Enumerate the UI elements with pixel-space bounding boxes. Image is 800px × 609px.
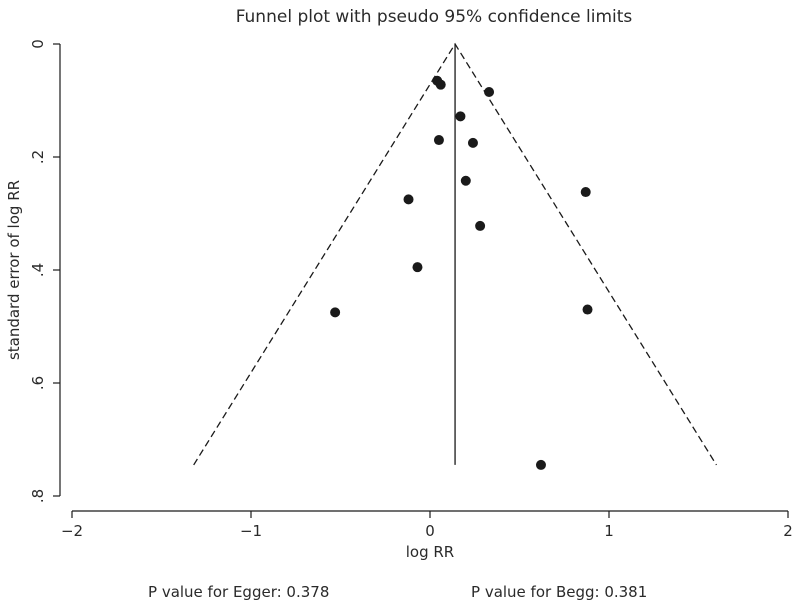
begg-p-value: P value for Begg: 0.381 (471, 583, 647, 601)
axis-ticks: 0 .2 .4 .6 .8 −2 −1 0 1 2 (29, 39, 793, 540)
study-point-13 (535, 459, 546, 470)
study-point-11 (330, 307, 341, 318)
study-point-12 (582, 304, 593, 315)
study-point-5 (467, 137, 478, 148)
x-tick-label-3: 1 (604, 522, 614, 540)
chart-title: Funnel plot with pseudo 95% confidence l… (236, 7, 633, 27)
study-point-9 (475, 220, 486, 231)
x-tick-label-4: 2 (783, 522, 793, 540)
x-axis-label: log RR (406, 543, 454, 561)
x-tick-label-2: 0 (425, 522, 435, 540)
study-point-6 (460, 175, 471, 186)
y-tick-label-4: .8 (29, 489, 47, 503)
study-point-8 (403, 194, 414, 205)
y-tick-label-2: .4 (29, 263, 47, 277)
study-point-2 (484, 87, 495, 98)
study-point-1 (435, 79, 446, 90)
egger-p-value: P value for Egger: 0.378 (148, 583, 329, 601)
study-point-3 (455, 111, 466, 122)
y-tick-label-0: 0 (29, 39, 47, 49)
study-points (330, 75, 593, 470)
y-axis-label: standard error of log RR (5, 180, 23, 360)
study-point-4 (433, 135, 444, 146)
study-point-7 (580, 187, 591, 198)
y-tick-label-3: .6 (29, 376, 47, 390)
y-tick-label-1: .2 (29, 150, 47, 164)
x-tick-label-0: −2 (61, 522, 83, 540)
study-point-10 (412, 262, 423, 273)
plot-area: 0 .2 .4 .6 .8 −2 −1 0 1 2 (29, 39, 793, 540)
x-tick-label-1: −1 (240, 522, 262, 540)
